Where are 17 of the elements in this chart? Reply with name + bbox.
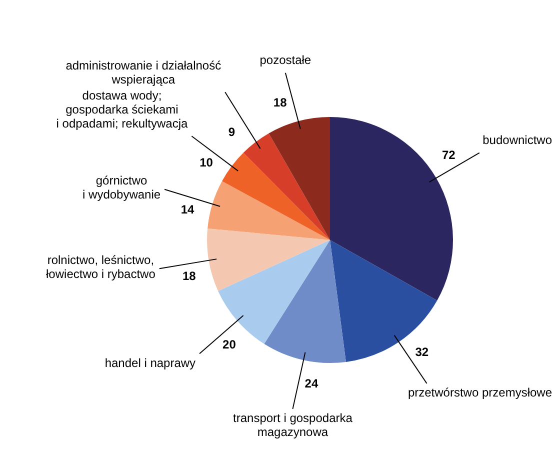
data-label: 9 [228,124,236,139]
data-label: 32 [415,345,429,360]
data-label: 10 [200,156,214,170]
data-label: 18 [273,96,288,110]
data-label: 72 [442,148,456,162]
slice-label: dostawa wody; gospodarka ściekami i odpadami; rekultywacja [56,88,188,130]
slice-label: rolnictwo, leśnictwo, łowiectwo i rybactwo [46,252,156,281]
slice-label: transport i gospodarka magazynowa [233,411,353,440]
data-label: 18 [182,269,196,284]
data-label: 14 [180,202,195,216]
slice-label: handel i naprawy [104,356,196,370]
slice-label: przetwórstwo przemysłowe [408,386,552,400]
data-label: 20 [222,337,236,352]
slice-label: budownictwo [482,133,552,148]
slice-label: górnictwo i wydobywanie [82,174,161,202]
data-label: 24 [304,376,318,391]
slice-label: pozostałe [260,53,312,68]
